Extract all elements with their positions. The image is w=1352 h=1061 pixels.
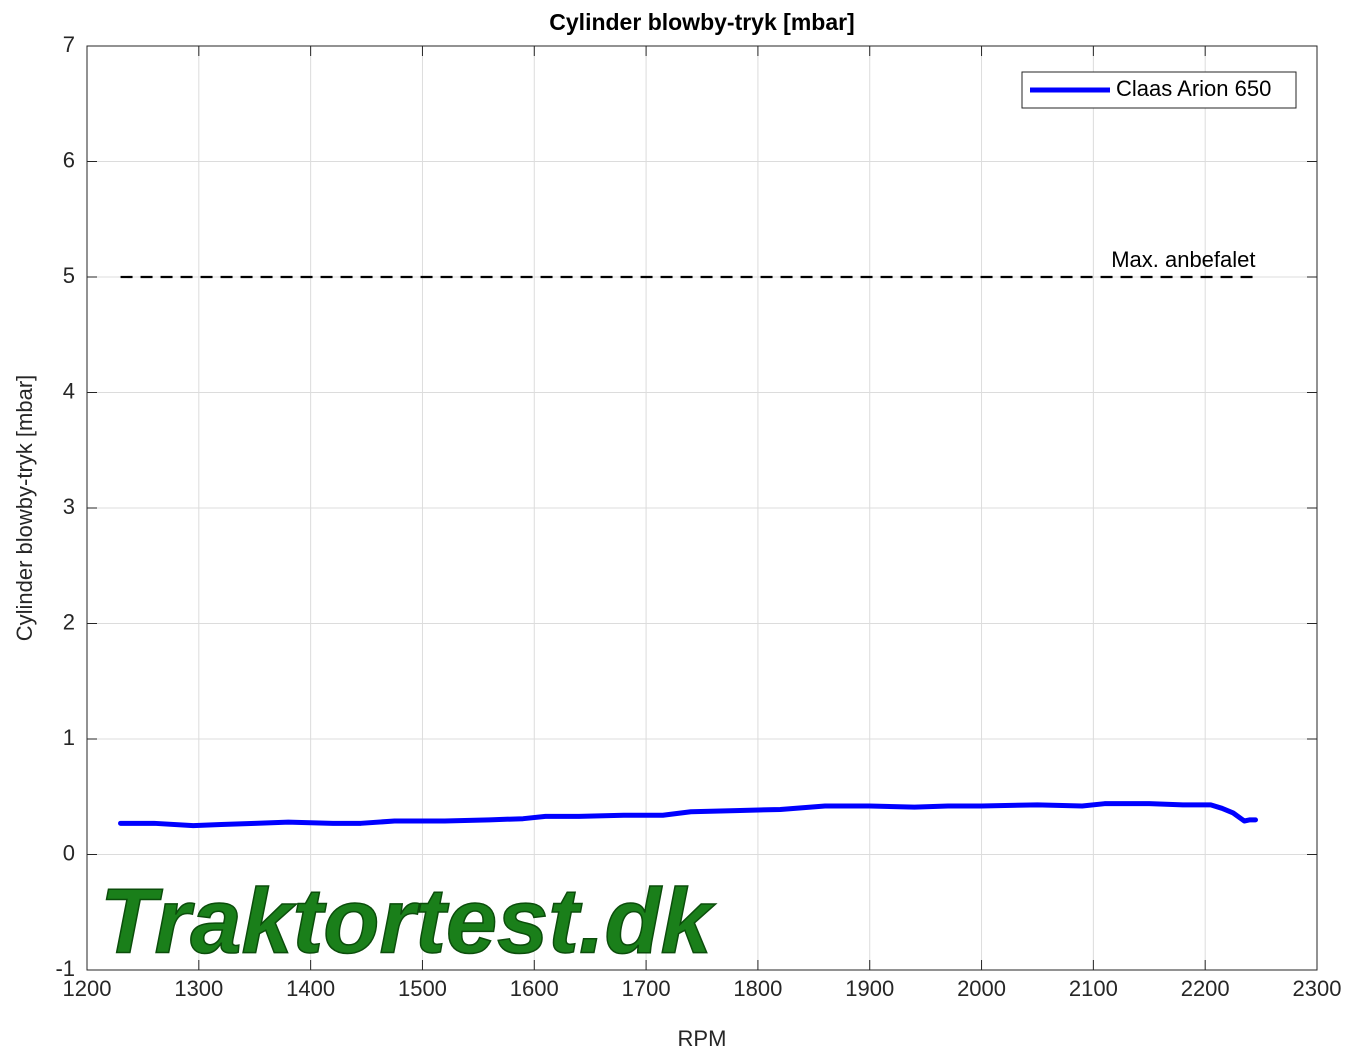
y-tick-label: 6 bbox=[63, 147, 75, 172]
y-axis-label: Cylinder blowby-tryk [mbar] bbox=[12, 375, 37, 642]
y-tick-label: 7 bbox=[63, 32, 75, 57]
y-tick-label: 2 bbox=[63, 609, 75, 634]
x-tick-label: 1400 bbox=[286, 976, 335, 1001]
x-tick-label: 2200 bbox=[1181, 976, 1230, 1001]
y-tick-label: 0 bbox=[63, 840, 75, 865]
x-tick-label: 1500 bbox=[398, 976, 447, 1001]
x-tick-label: 1300 bbox=[174, 976, 223, 1001]
y-tick-label: 1 bbox=[63, 725, 75, 750]
reference-label: Max. anbefalet bbox=[1111, 247, 1255, 272]
y-tick-label: -1 bbox=[55, 956, 75, 981]
y-tick-label: 4 bbox=[63, 378, 75, 403]
watermark: Traktortest.dk bbox=[100, 870, 716, 972]
y-tick-label: 5 bbox=[63, 263, 75, 288]
legend-label: Claas Arion 650 bbox=[1116, 76, 1271, 101]
x-tick-label: 2100 bbox=[1069, 976, 1118, 1001]
y-tick-label: 3 bbox=[63, 494, 75, 519]
chart-title: Cylinder blowby-tryk [mbar] bbox=[549, 9, 854, 35]
x-tick-label: 1700 bbox=[622, 976, 671, 1001]
x-tick-label: 1200 bbox=[63, 976, 112, 1001]
x-tick-label: 1800 bbox=[733, 976, 782, 1001]
data-line bbox=[118, 801, 1258, 829]
x-tick-label: 2000 bbox=[957, 976, 1006, 1001]
x-tick-label: 2300 bbox=[1293, 976, 1342, 1001]
x-tick-label: 1600 bbox=[510, 976, 559, 1001]
x-tick-label: 1900 bbox=[845, 976, 894, 1001]
plot-frame bbox=[86, 45, 1318, 971]
x-axis-label: RPM bbox=[678, 1026, 727, 1051]
